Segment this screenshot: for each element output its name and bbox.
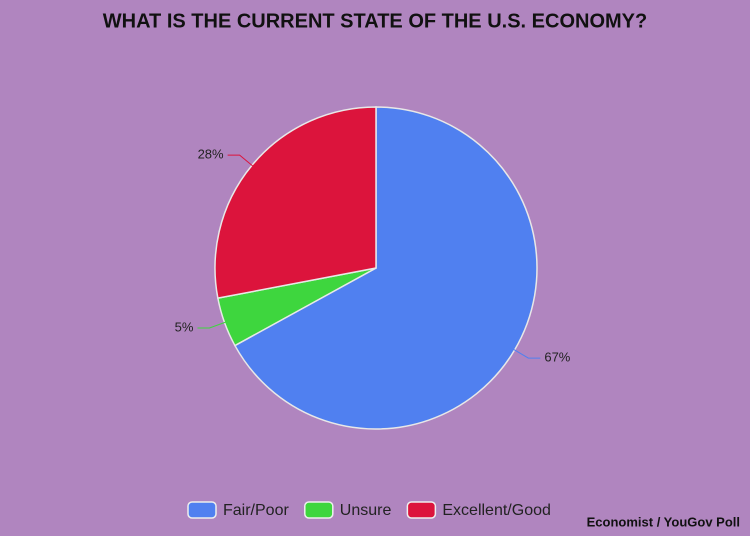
legend-label: Unsure [340, 502, 392, 519]
source: Economist / YouGov Poll [587, 514, 740, 529]
chart-title: WHAT IS THE CURRENT STATE OF THE U.S. EC… [103, 10, 647, 32]
legend-swatch [304, 501, 334, 519]
legend-swatch [187, 501, 217, 519]
legend-label: Fair/Poor [223, 502, 289, 519]
leader-line [511, 347, 541, 359]
leader-line [197, 321, 228, 329]
leader-line [227, 154, 255, 168]
data-label: 28% [198, 147, 224, 162]
data-label: 67% [544, 350, 570, 365]
data-label: 5% [175, 319, 194, 334]
legend-swatch [406, 501, 437, 519]
pie-slice [214, 106, 377, 300]
legend-label: Excellent/Good [442, 502, 551, 519]
